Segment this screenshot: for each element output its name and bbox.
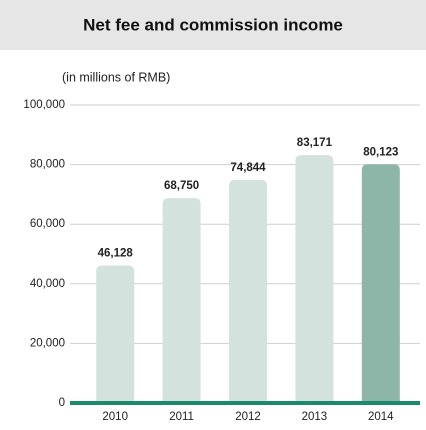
data-label: 46,128 [98,248,134,260]
chart-title: Net fee and commission income [83,15,343,34]
bar [162,198,201,403]
labels: 0 20,000 40,000 60,000 80,000 100,000 2010 46,1… [23,99,398,423]
bar [295,155,334,403]
y-tick-label: 60,000 [30,218,65,230]
bar [229,179,267,403]
y-tick-label: 0 [59,397,65,409]
chart-subtitle: (in millions of RMB) [62,70,170,84]
bars [96,155,400,403]
data-label: 74,844 [230,162,266,174]
x-tick-label: 2010 [102,411,128,423]
x-tick-label: 2012 [235,411,261,423]
data-label: 80,123 [363,146,398,158]
y-tick-label: 20,000 [30,337,65,349]
y-tick-label: 100,000 [23,99,65,111]
x-tick-label: 2014 [368,411,394,423]
x-tick-label: 2013 [302,411,328,423]
x-tick-label: 2011 [169,411,194,423]
y-tick-label: 80,000 [30,159,65,171]
data-label: 83,171 [297,137,333,149]
bar [361,164,400,403]
data-label: 68,750 [164,180,199,192]
y-tick-label: 40,000 [30,278,65,290]
title-band [0,0,426,50]
bar [96,265,135,403]
